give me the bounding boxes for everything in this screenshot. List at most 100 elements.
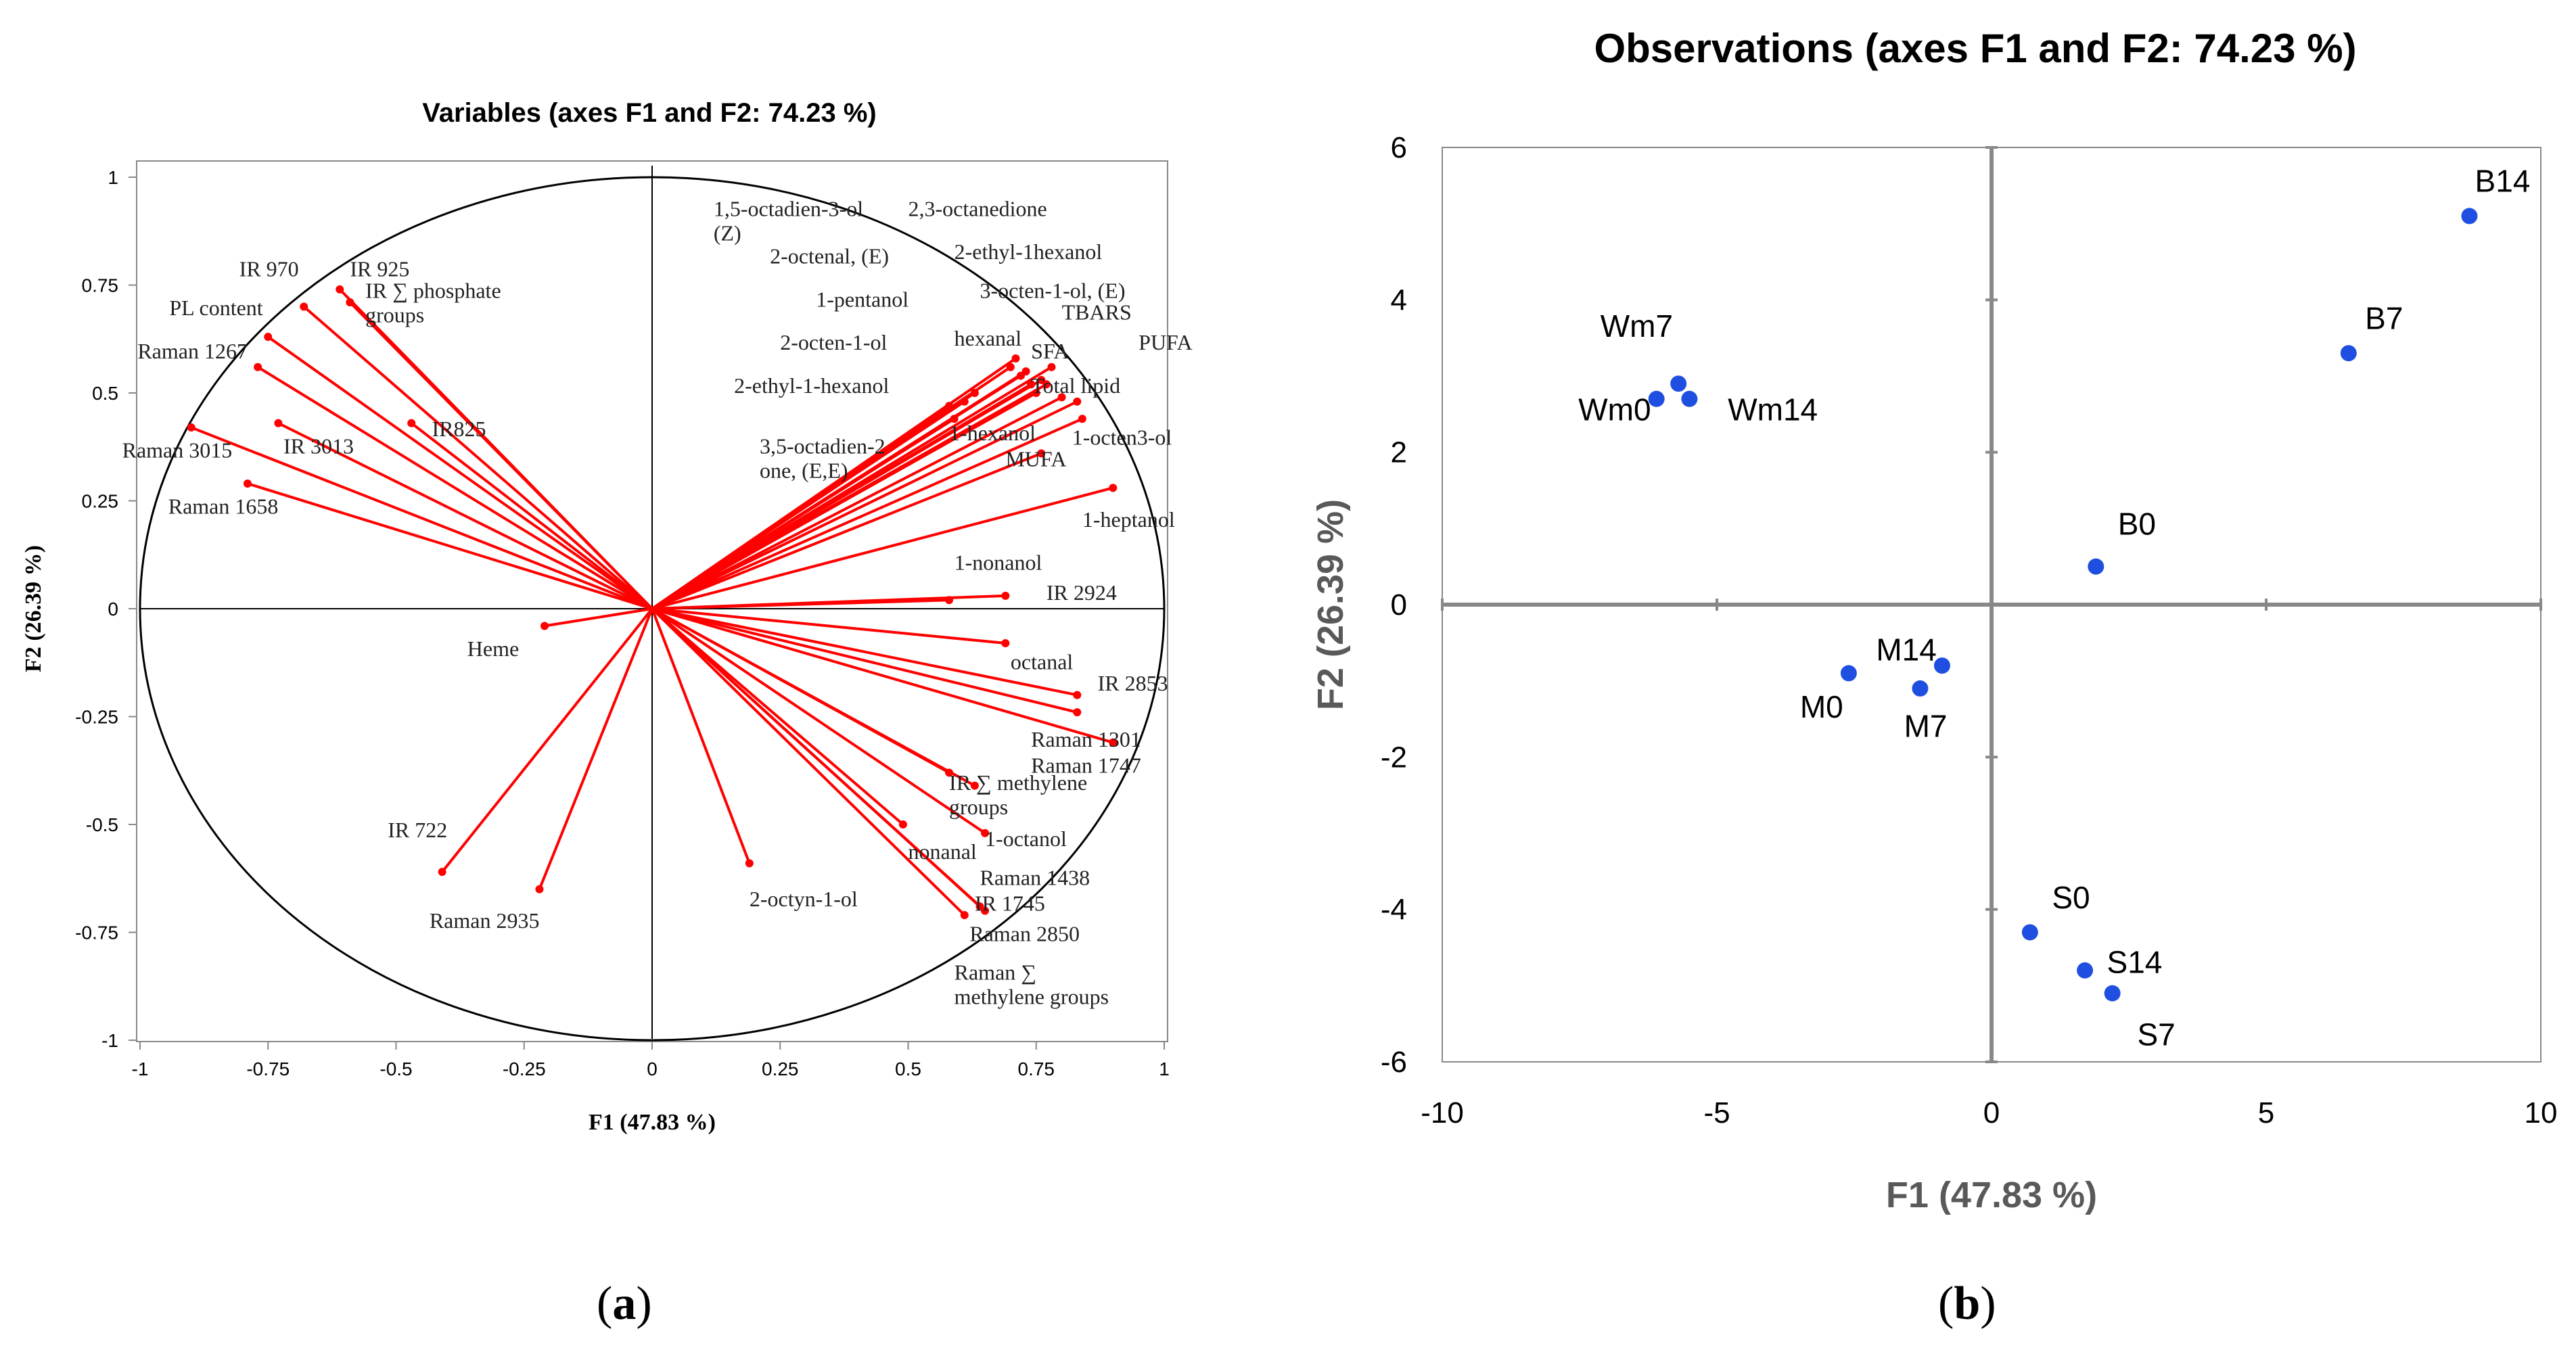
vector-endpoint: [1032, 389, 1040, 397]
vector-endpoint: [960, 910, 969, 919]
observation-label: S7: [2137, 1017, 2175, 1052]
vector-label: Total lipid: [1031, 373, 1120, 398]
x-tick-label: -0.75: [246, 1058, 290, 1079]
vector-label: nonanal: [908, 839, 977, 864]
vector-line: [651, 607, 1006, 645]
panel-a-x-axis-label: F1 (47.83 %): [589, 1110, 716, 1135]
vector-label: IR 2924: [1046, 580, 1117, 605]
vector-endpoint: [1011, 354, 1020, 363]
vector-line: [651, 607, 986, 912]
y-tick-label: 4: [1391, 283, 1407, 317]
panel-b-observations-plot: Observations (axes F1 and F2: 74.23 %) -…: [1310, 26, 2557, 1330]
observation-point: [2461, 208, 2478, 225]
y-tick-label: 0: [108, 599, 118, 620]
vector-endpoint: [1057, 393, 1066, 402]
vector-line: [651, 599, 950, 610]
vector-endpoint: [1037, 449, 1046, 458]
panel-a-y-ticks: 1 0.75 0.5 0.25 0 -0.25 -0.5 -0.75 -1: [75, 167, 137, 1051]
vector-line: [651, 608, 751, 864]
vector-label: Raman 1267: [137, 339, 248, 363]
x-tick-label: 0.75: [1018, 1058, 1055, 1079]
vector-line: [267, 335, 653, 610]
observation-point: [1648, 390, 1665, 407]
panel-a-letter-close: ): [636, 1278, 651, 1330]
y-tick-label: -0.75: [75, 923, 118, 943]
vector-label: IR ∑ methylene groups: [949, 770, 1087, 819]
vector-endpoint: [981, 829, 990, 837]
observation-point: [1840, 665, 1857, 682]
observation-label: M14: [1876, 632, 1936, 668]
observation-point: [2077, 962, 2094, 979]
observation-point: [1681, 390, 1698, 407]
vector-label: 3-octen-1-ol, (E): [980, 279, 1125, 303]
panel-a-y-axis-label: F2 (26.39 %): [21, 545, 46, 672]
y-tick-label: -1: [101, 1030, 118, 1051]
panel-a-variables-plot: Variables (axes F1 and F2: 74.23 %) -1 -0…: [21, 98, 1193, 1330]
vector-line: [651, 417, 955, 610]
panel-a-title: Variables (axes F1 and F2: 74.23 %): [422, 98, 876, 128]
vector-line: [651, 607, 1113, 744]
vector-label: IR825: [432, 417, 486, 441]
vector-label: 2-ethyl-1-hexanol: [734, 373, 889, 398]
panel-b-x-ticks: -10 -5 0 5 10: [1421, 599, 2557, 1129]
vector-line: [651, 607, 1078, 697]
vector-label: 3,5-octadien-2 one, (E,E): [760, 434, 886, 482]
vector-label: 2-octenal, (E): [770, 244, 889, 269]
vector-label: 2-octen-1-ol: [780, 330, 887, 354]
panel-b-x-axis-label: F1 (47.83 %): [1886, 1175, 2097, 1215]
vector-line: [651, 607, 966, 916]
observation-point: [2021, 924, 2038, 941]
vector-line: [651, 486, 1113, 610]
panel-a-letter-label: (a): [597, 1278, 652, 1330]
vector-label: Raman 2850: [969, 921, 1080, 946]
vector-line: [651, 400, 1078, 610]
vector-endpoint: [1037, 375, 1046, 384]
x-tick-label: -5: [1703, 1096, 1730, 1129]
vector-endpoint: [950, 415, 959, 423]
vector-label: octanal: [1011, 649, 1074, 674]
y-tick-label: 6: [1391, 131, 1407, 164]
vector-endpoint: [1109, 484, 1118, 492]
vector-endpoint: [1001, 591, 1010, 600]
vector-line: [302, 305, 653, 610]
observation-label: M0: [1800, 689, 1843, 724]
observation-point: [1670, 375, 1687, 392]
panel-a-x-ticks: -1 -0.75 -0.5 -0.25 0 0.25 0.5 0.75 1: [132, 1042, 1170, 1079]
x-tick-label: 0: [1983, 1096, 2000, 1129]
vector-label: 1,5-octadien-3-ol (Z): [714, 196, 863, 245]
vector-line: [348, 301, 653, 610]
vector-label: 2-octyn-1-ol: [750, 887, 858, 911]
vector-line: [651, 607, 1078, 714]
vector-line: [651, 452, 1042, 610]
panel-b-letter-label: (b): [1938, 1278, 1996, 1330]
vector-endpoint: [1006, 363, 1015, 371]
vector-endpoint: [970, 781, 979, 790]
x-tick-label: -10: [1421, 1096, 1464, 1129]
x-tick-label: -0.25: [503, 1058, 546, 1079]
vector-label: 1-octen3-ol: [1072, 425, 1172, 450]
vector-line: [410, 422, 653, 610]
observation-label: B0: [2118, 507, 2156, 542]
panel-b-letter-open: (: [1938, 1278, 1954, 1330]
observation-point: [2340, 345, 2357, 362]
y-tick-label: -6: [1381, 1046, 1407, 1079]
vector-line: [247, 482, 653, 610]
vector-endpoint: [1017, 371, 1026, 380]
vector-label: PUFA: [1138, 330, 1192, 354]
vector-label: 1-octanol: [985, 826, 1067, 851]
x-tick-label: 1: [1159, 1058, 1170, 1079]
observation-point: [1933, 657, 1950, 674]
vector-endpoint: [346, 298, 354, 307]
x-tick-label: 5: [2258, 1096, 2274, 1129]
vector-endpoint: [438, 868, 446, 877]
y-tick-label: 0.75: [82, 275, 119, 296]
x-tick-label: 0.5: [895, 1058, 921, 1079]
vector-label: Raman 1747: [1031, 753, 1141, 777]
vector-endpoint: [1078, 415, 1086, 423]
observation-label: Wm7: [1601, 308, 1673, 344]
vector-label: Raman 1301: [1031, 727, 1141, 751]
observation-label: B7: [2365, 301, 2403, 336]
vector-line: [257, 366, 653, 610]
vector-label: Raman 1438: [980, 865, 1090, 889]
